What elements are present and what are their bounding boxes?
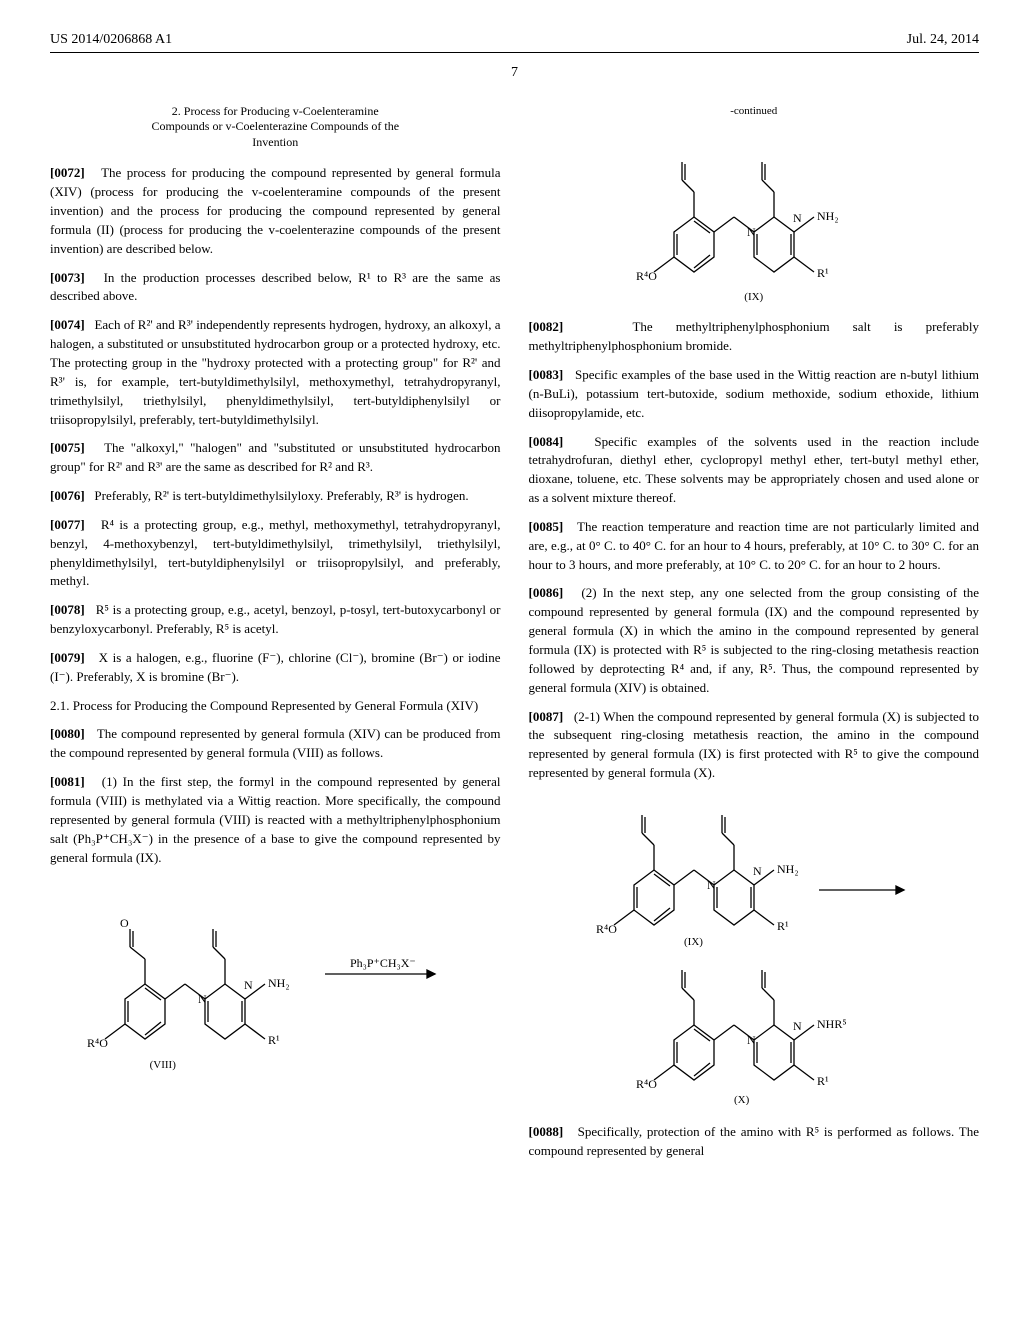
para-text: In the production processes described be… [50, 270, 501, 304]
figure-label: (VIII) [0, 1058, 501, 1074]
para-text: Each of R²' and R³' independently repres… [50, 317, 501, 426]
page-number: 7 [50, 63, 979, 83]
n-label: N [753, 864, 762, 878]
n-label: N [793, 211, 802, 225]
nhr5-label: NHR⁵ [817, 1017, 847, 1031]
page-header: US 2014/0206868 A1 Jul. 24, 2014 [50, 30, 979, 53]
paragraph: [0087] (2-1) When the compound represent… [529, 708, 980, 783]
paragraph: [0079] X is a halogen, e.g., fluorine (F… [50, 649, 501, 687]
figure-label: (IX) [529, 290, 980, 306]
para-text: Specifically, protection of the amino wi… [529, 1124, 980, 1158]
paragraph: [0085] The reaction temperature and reac… [529, 518, 980, 575]
paragraph: [0078] R⁵ is a protecting group, e.g., a… [50, 601, 501, 639]
paragraph: [0082] The methyltriphenylphosphonium sa… [529, 318, 980, 356]
paragraph: [0083] Specific examples of the base use… [529, 366, 980, 423]
para-text: X is a halogen, e.g., fluorine (F⁻), chl… [50, 650, 501, 684]
r4o-label: R⁴O [87, 1036, 108, 1050]
paragraph: [0080] The compound represented by gener… [50, 725, 501, 763]
para-text: The process for producing the compound r… [50, 165, 501, 255]
n-label: N [198, 992, 207, 1006]
right-column: -continued [529, 104, 980, 1161]
para-text: The reaction temperature and reaction ti… [529, 519, 980, 572]
paragraph: [0072] The process for producing the com… [50, 164, 501, 258]
paragraph: [0086] (2) In the next step, any one sel… [529, 584, 980, 697]
para-text: R⁴ is a protecting group, e.g., methyl, … [50, 517, 501, 589]
para-num: [0076] [50, 488, 85, 503]
para-text: The methyltriphenylphosphonium salt is p… [529, 319, 980, 353]
paragraph: [0073] In the production processes descr… [50, 269, 501, 307]
para-num: [0086] [529, 585, 564, 600]
nh2-label: NH₂ [777, 862, 799, 876]
para-num: [0088] [529, 1124, 564, 1139]
figure-label: (X) [734, 1094, 750, 1105]
paragraph: [0081] (1) In the first step, the formyl… [50, 773, 501, 867]
para-text: R⁵ is a protecting group, e.g., acetyl, … [50, 602, 501, 636]
para-text: The "alkoxyl," "halogen" and "substitute… [50, 440, 501, 474]
doc-date: Jul. 24, 2014 [907, 30, 979, 50]
subsection-head: 2.1. Process for Producing the Compound … [50, 697, 501, 716]
para-num: [0085] [529, 519, 564, 534]
para-num: [0077] [50, 517, 85, 532]
continued-label: -continued [529, 104, 980, 120]
paragraph: [0088] Specifically, protection of the a… [529, 1123, 980, 1161]
para-num: [0080] [50, 726, 85, 741]
para-text: Specific examples of the base used in th… [529, 367, 980, 420]
para-num: [0073] [50, 270, 85, 285]
r4o-label: R⁴O [596, 922, 617, 936]
section-head-line: 2. Process for Producing v-Coelenteramin… [50, 104, 501, 120]
para-text: (2-1) When the compound represented by g… [529, 709, 980, 781]
section-head: 2. Process for Producing v-Coelenteramin… [50, 104, 501, 151]
chemical-structure-ix-top: R⁴O N N NH₂ R¹ (IX) [529, 132, 980, 307]
paragraph: [0076] Preferably, R²' is tert-butyldime… [50, 487, 501, 506]
para-num: [0083] [529, 367, 564, 382]
para-num: [0087] [529, 709, 564, 724]
para-text: (2) In the next step, any one selected f… [529, 585, 980, 694]
r1-label: R¹ [817, 1074, 829, 1088]
paragraph: [0084] Specific examples of the solvents… [529, 433, 980, 508]
para-num: [0084] [529, 434, 564, 449]
left-column: 2. Process for Producing v-Coelenteramin… [50, 104, 501, 1161]
r4o-label: R⁴O [636, 269, 657, 283]
para-num: [0072] [50, 165, 85, 180]
columns: 2. Process for Producing v-Coelenteramin… [50, 104, 979, 1161]
para-num: [0075] [50, 440, 85, 455]
n-label: N [747, 225, 756, 239]
n-label: N [747, 1033, 756, 1047]
para-num: [0079] [50, 650, 85, 665]
doc-id: US 2014/0206868 A1 [50, 30, 172, 50]
o-label: O [120, 916, 129, 930]
r1-label: R¹ [268, 1033, 280, 1047]
chemical-structure-viii: R⁴O O N N NH₂ R¹ Ph₃P⁺CH₃X⁻ (VIII) [50, 879, 501, 1074]
paragraph: [0077] R⁴ is a protecting group, e.g., m… [50, 516, 501, 591]
paragraph: [0075] The "alkoxyl," "halogen" and "sub… [50, 439, 501, 477]
nh2-label: NH₂ [268, 976, 290, 990]
para-text: Preferably, R²' is tert-butyldimethylsil… [94, 488, 468, 503]
chemical-structure-ix-to-x: R⁴O N N NH₂ R¹ (IX) R⁴O N N NHR⁵ R¹ (X) [529, 795, 980, 1111]
para-text: Specific examples of the solvents used i… [529, 434, 980, 506]
n-label: N [707, 878, 716, 892]
para-num: [0078] [50, 602, 85, 617]
nh2-label: NH₂ [817, 209, 839, 223]
r1-label: R¹ [817, 266, 829, 280]
para-num: [0082] [529, 319, 564, 334]
para-text: (1) In the first step, the formyl in the… [50, 774, 501, 864]
figure-label: (IX) [684, 936, 703, 948]
n-label: N [244, 978, 253, 992]
section-head-line: Compounds or v-Coelenterazine Compounds … [50, 119, 501, 135]
section-head-line: Invention [50, 135, 501, 151]
para-num: [0081] [50, 774, 85, 789]
n-label: N [793, 1019, 802, 1033]
para-text: The compound represented by general form… [50, 726, 501, 760]
paragraph: [0074] Each of R²' and R³' independently… [50, 316, 501, 429]
para-num: [0074] [50, 317, 85, 332]
r1-label: R¹ [777, 919, 789, 933]
r4o-label: R⁴O [636, 1077, 657, 1091]
reagent-label: Ph₃P⁺CH₃X⁻ [350, 956, 416, 970]
